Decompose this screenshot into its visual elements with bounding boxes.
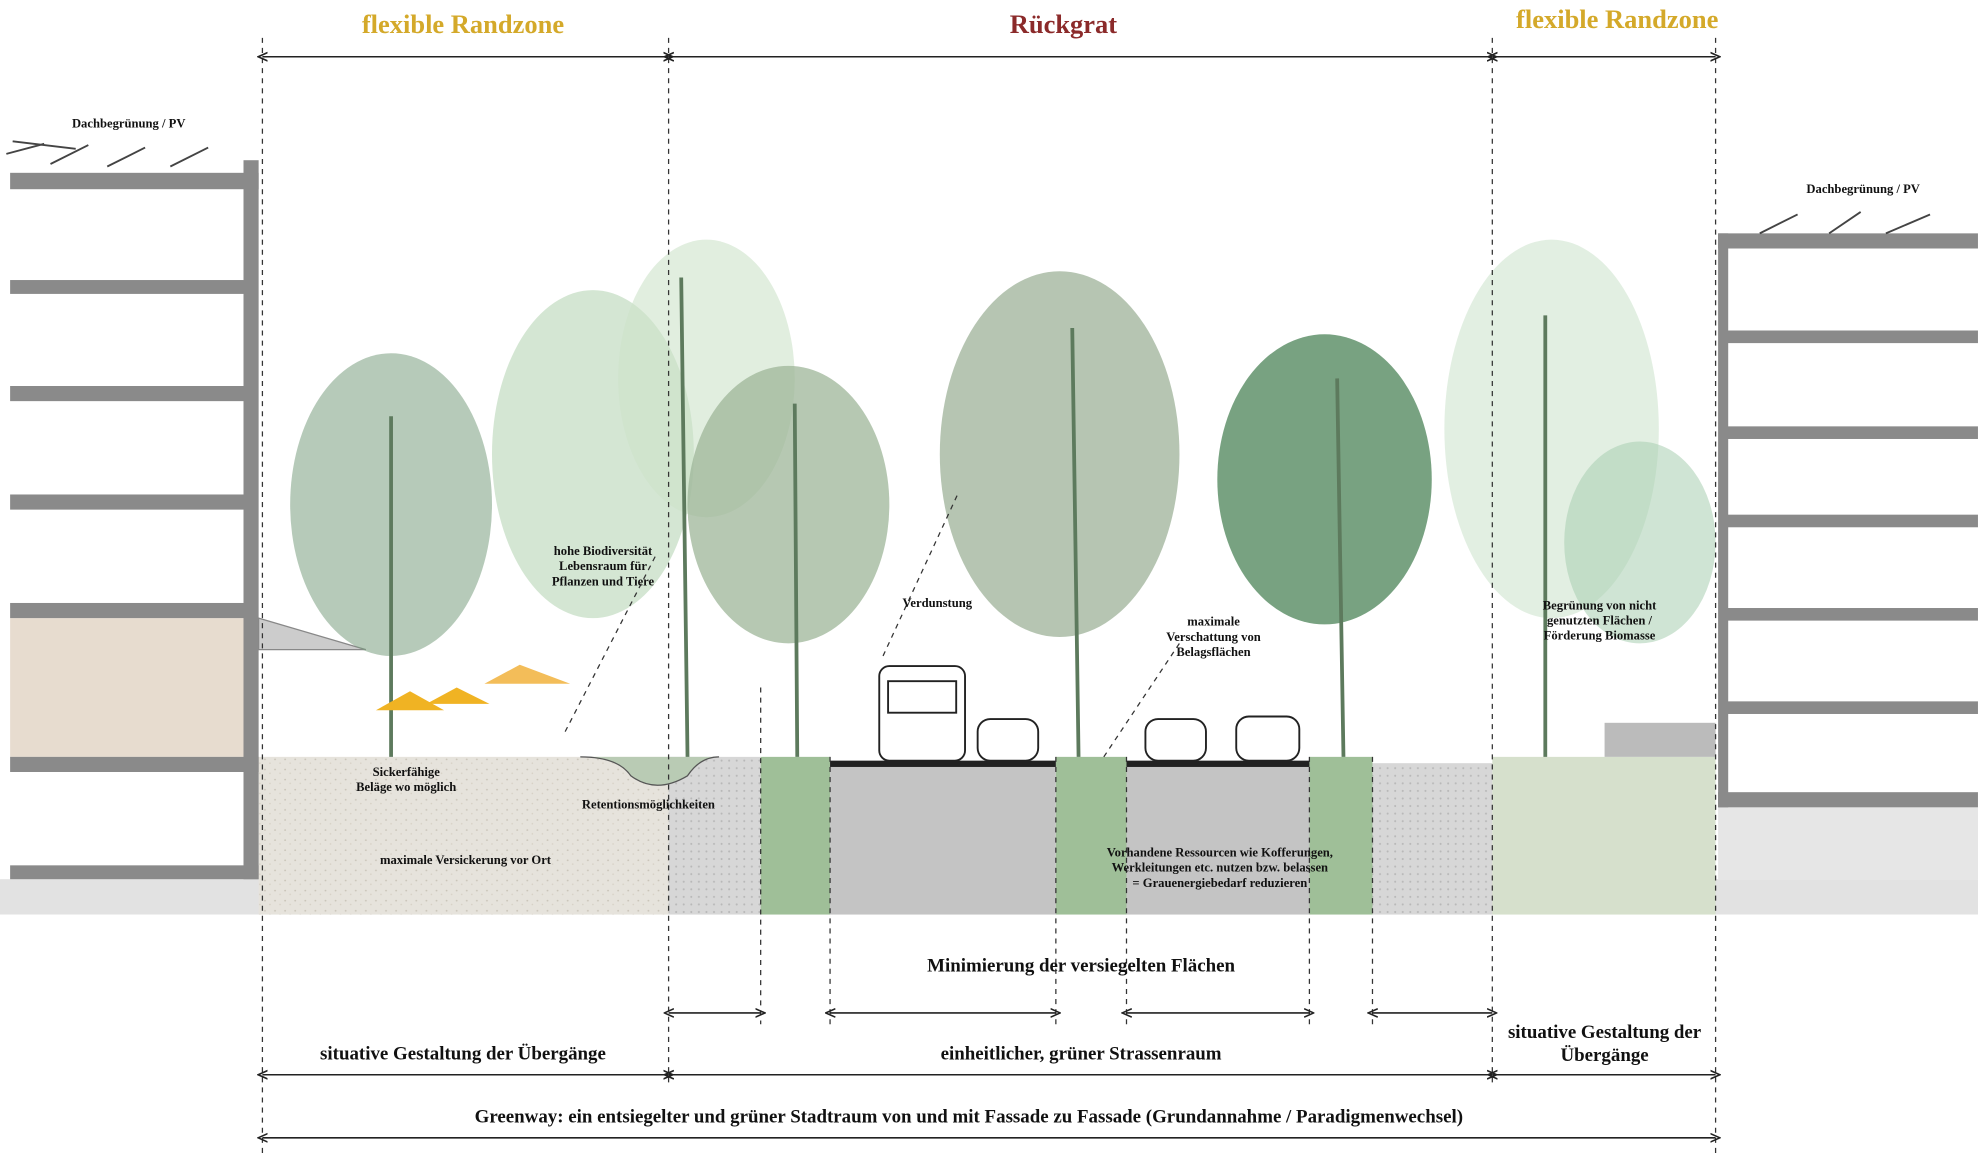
section-diagram: flexible Randzone Rückgrat flexible Rand… <box>0 0 1978 1158</box>
umbrellas <box>376 665 570 710</box>
annotation: Dachbegrünung / PV <box>72 116 186 130</box>
annotation: Verdunstung <box>902 596 972 610</box>
annotation: maximale Versickerung vor Ort <box>380 853 552 867</box>
zone-label: flexible Randzone <box>362 9 565 39</box>
dimension-label: situative Gestaltung der Übergänge <box>320 1044 606 1065</box>
annotation: Retentionsmöglichkeiten <box>582 798 715 812</box>
zone-label: flexible Randzone <box>1516 4 1719 34</box>
dimension-label: Greenway: ein entsiegelter und grüner St… <box>475 1107 1463 1128</box>
annotation: Vorhandene Ressourcen wie Kofferungen,We… <box>1107 846 1333 890</box>
dimension-label: einheitlicher, grüner Strassenraum <box>941 1044 1222 1065</box>
dimension-label: Minimierung der versiegelten Flächen <box>927 955 1235 976</box>
zone-label: Rückgrat <box>1010 9 1118 39</box>
ground <box>0 757 1978 915</box>
vehicles <box>879 666 1299 761</box>
page: { "zones": { "left": "flexible Randzone"… <box>0 0 1978 1158</box>
annotation: Dachbegrünung / PV <box>1806 182 1920 196</box>
